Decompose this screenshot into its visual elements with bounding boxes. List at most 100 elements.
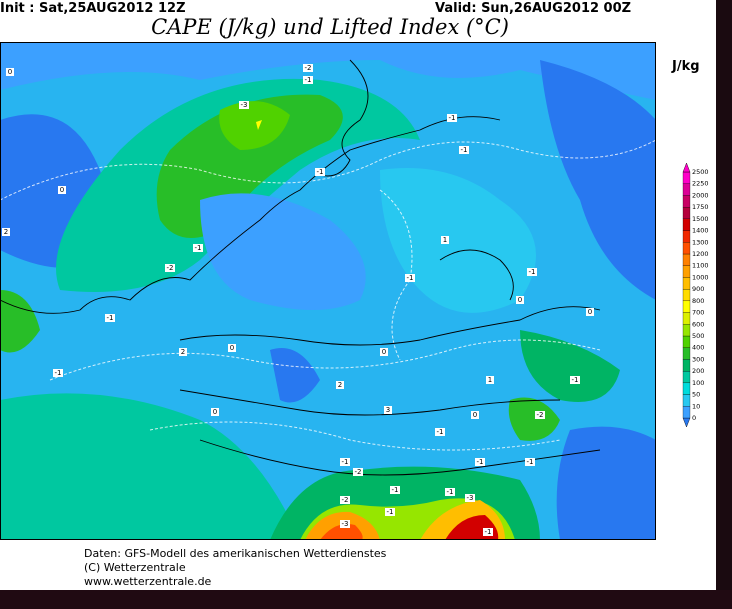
- contour-label: 0: [516, 296, 524, 304]
- contour-label-text: -1: [477, 458, 484, 466]
- contour-label: -1: [475, 458, 485, 466]
- contour-label: 2: [179, 348, 187, 356]
- contour-label: -1: [193, 244, 203, 252]
- contour-label-text: -1: [461, 146, 468, 154]
- contour-label: -1: [53, 369, 63, 377]
- contour-label: -1: [385, 508, 395, 516]
- legend-swatch: [682, 206, 691, 220]
- contour-label-text: 1: [443, 236, 447, 244]
- legend-swatch: [682, 359, 691, 372]
- contour-label: 0: [58, 186, 66, 194]
- map: [0, 42, 656, 540]
- contour-label: 0: [471, 411, 479, 419]
- contour-label: 0: [211, 408, 219, 416]
- legend-label: 300: [692, 355, 704, 363]
- map-frame: [0, 42, 656, 540]
- legend-swatch: [682, 171, 691, 184]
- contour-label: 3: [384, 406, 392, 414]
- legend-label: 600: [692, 320, 704, 328]
- contour-label-text: 3: [386, 406, 390, 414]
- contour-label-text: -1: [55, 369, 62, 377]
- legend-label: 900: [692, 285, 704, 293]
- contour-label: -1: [525, 458, 535, 466]
- contour-label: -1: [340, 458, 350, 466]
- legend-swatch: [682, 288, 691, 302]
- legend-label: 500: [692, 332, 704, 340]
- contour-label: -1: [405, 274, 415, 282]
- legend-label: 2500: [692, 168, 709, 176]
- legend: 0 10 50 100 200 300 400 500 600 700 800 900 1000 1100…: [682, 162, 709, 428]
- contour-label-text: -2: [355, 468, 362, 476]
- contour-label-text: -1: [387, 508, 394, 516]
- legend-label: 1000: [692, 273, 709, 281]
- contour-label: -1: [459, 146, 469, 154]
- contour-label-text: -1: [449, 114, 456, 122]
- legend-label: 200: [692, 367, 704, 375]
- contour-label: 1: [486, 376, 494, 384]
- contour-label-text: 0: [382, 348, 386, 356]
- contour-label: 0: [380, 348, 388, 356]
- legend-label: 100: [692, 379, 704, 387]
- legend-label: 1100: [692, 262, 709, 270]
- contour-label: -2: [303, 64, 313, 72]
- contour-label-text: 0: [473, 411, 477, 419]
- legend-swatch: [682, 347, 691, 360]
- contour-label: 0: [6, 68, 14, 76]
- bottom-edge: [0, 590, 732, 609]
- contour-label-text: -1: [195, 244, 202, 252]
- contour-label: -1: [483, 528, 493, 536]
- contour-label-text: 0: [588, 308, 592, 316]
- contour-label: -1: [303, 76, 313, 84]
- contour-label-text: -3: [342, 520, 349, 528]
- footer-line: (C) Wetterzentrale: [84, 561, 186, 574]
- legend-swatch: [682, 277, 691, 290]
- contour-label-text: 0: [518, 296, 522, 304]
- contour-label-text: 0: [8, 68, 12, 76]
- legend-label: 1200: [692, 250, 709, 258]
- contour-label-text: -2: [342, 496, 349, 504]
- right-edge: [716, 0, 732, 590]
- legend-label: 1400: [692, 227, 709, 235]
- legend-swatch: [682, 183, 691, 196]
- contour-label: -1: [105, 314, 115, 322]
- legend-swatch: [682, 406, 691, 419]
- legend-arrow: [682, 162, 691, 173]
- legend-label: 2000: [692, 191, 709, 199]
- contour-label: 1: [441, 236, 449, 244]
- contour-label-text: 1: [488, 376, 492, 384]
- contour-label-text: -1: [437, 428, 444, 436]
- legend-label: 1500: [692, 215, 709, 223]
- contour-label-text: 0: [60, 186, 64, 194]
- contour-label: 2: [2, 228, 10, 236]
- legend-swatch: [682, 242, 691, 255]
- legend-swatch: [682, 253, 691, 266]
- contour-label-text: -2: [167, 264, 174, 272]
- contour-labels: 0 -2 -1 -3 -1 -1 -1 0 2 -1 -2 1 -1 -1 -1…: [2, 64, 594, 536]
- legend-label: 1750: [692, 203, 709, 211]
- map-title: CAPE (J/kg) und Lifted Index (°C): [151, 15, 509, 39]
- contour-label-text: -1: [342, 458, 349, 466]
- contour-label: -2: [353, 468, 363, 476]
- legend-swatch: [682, 324, 691, 337]
- legend-label: 2250: [692, 180, 709, 188]
- contour-label: 0: [586, 308, 594, 316]
- legend-swatch: [682, 370, 691, 384]
- contour-label: -1: [447, 114, 457, 122]
- contour-label-text: 2: [338, 381, 342, 389]
- legend-label: 50: [692, 391, 700, 399]
- contour-label-text: -2: [305, 64, 312, 72]
- legend-label: 1300: [692, 238, 709, 246]
- legend-label: 0: [692, 414, 696, 422]
- contour-label: -2: [340, 496, 350, 504]
- contour-label: -1: [315, 168, 325, 176]
- contour-label: -1: [570, 376, 580, 384]
- legend-label: 800: [692, 297, 704, 305]
- contour-label: -1: [527, 268, 537, 276]
- contour-label-text: -1: [529, 268, 536, 276]
- valid-time: Valid: Sun,26AUG2012 00Z: [435, 1, 631, 16]
- contour-label-text: -1: [572, 376, 579, 384]
- contour-label-text: 0: [230, 344, 234, 352]
- contour-label-text: 2: [4, 228, 8, 236]
- footer-line: Daten: GFS-Modell des amerikanischen Wet…: [84, 547, 387, 560]
